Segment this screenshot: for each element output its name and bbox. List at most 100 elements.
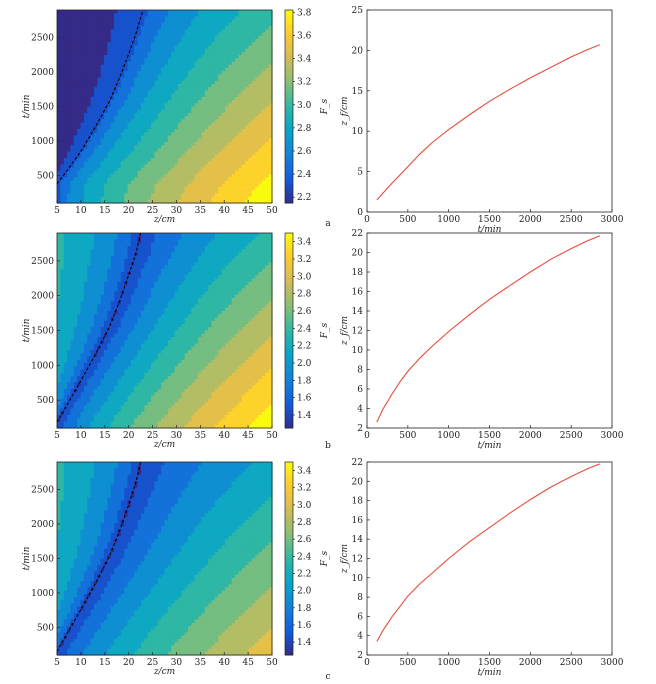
contour-cell [97, 190, 102, 194]
contour-cell [171, 148, 176, 153]
contour-cell [90, 268, 95, 273]
contour-cell [137, 77, 142, 82]
contour-cell [231, 38, 236, 43]
contour-cell [241, 22, 246, 27]
contour-cell [60, 100, 65, 104]
contour-cell [124, 167, 129, 172]
contour-cell [140, 10, 145, 14]
contour-cell [208, 35, 213, 40]
contour-cell [127, 174, 132, 178]
contour-cell [235, 71, 240, 75]
contour-cell [63, 151, 68, 156]
contour-cell [63, 246, 68, 250]
contour-cell [245, 259, 250, 263]
contour-cell [70, 26, 75, 30]
contour-cell [120, 193, 125, 198]
contour-cell [90, 180, 95, 185]
contour-cell [174, 119, 179, 124]
contour-cell [110, 116, 115, 120]
contour-cell [181, 106, 186, 111]
contour-cell [77, 74, 82, 79]
contour-cell [171, 58, 176, 63]
contour-cell [83, 233, 88, 237]
contour-cell [124, 48, 129, 53]
contour-cell [161, 58, 166, 63]
contour-cell [241, 58, 246, 63]
contour-cell [114, 167, 119, 172]
contour-cell [140, 22, 145, 27]
contour-cell [67, 196, 72, 201]
contour-cell [208, 132, 213, 137]
contour-cell [171, 61, 176, 66]
contour-cell [258, 119, 263, 124]
contour-cell [154, 38, 159, 43]
contour-cell [110, 239, 115, 244]
contour-cell [117, 106, 122, 111]
contour-cell [204, 154, 209, 159]
contour-cell [174, 132, 179, 137]
contour-cell [224, 119, 229, 124]
contour-cell [67, 109, 72, 114]
contour-cell [73, 125, 78, 130]
contour-cell [177, 138, 182, 143]
contour-cell [268, 119, 273, 124]
contour-cell [221, 259, 226, 263]
contour-cell [114, 122, 119, 127]
contour-cell [157, 83, 162, 88]
contour-cell [120, 196, 125, 201]
contour-cell [130, 167, 135, 172]
contour-cell [77, 93, 82, 98]
contour-cell [161, 148, 166, 153]
contour-cell [238, 58, 243, 63]
contour-cell [174, 16, 179, 21]
contour-cell [181, 190, 186, 194]
contour-cell [97, 100, 102, 104]
contour-cell [63, 35, 68, 40]
contour-cell [157, 10, 162, 14]
contour-cell [208, 16, 213, 21]
contour-cell [221, 93, 226, 98]
contour-cell [70, 239, 75, 244]
contour-cell [235, 83, 240, 88]
contour-cell [261, 154, 266, 159]
contour-cell [174, 74, 179, 79]
contour-cell [117, 112, 122, 117]
contour-cell [258, 151, 263, 156]
contour-cell [248, 233, 253, 237]
contour-cell [221, 58, 226, 63]
contour-cell [238, 249, 243, 254]
contour-cell [194, 242, 199, 247]
contour-cell [245, 186, 250, 191]
contour-cell [221, 32, 226, 37]
y-tick-label: 2500 [31, 34, 54, 44]
contour-cell [147, 275, 152, 280]
contour-cell [70, 38, 75, 43]
contour-cell [144, 145, 149, 149]
contour-cell [107, 26, 112, 30]
contour-cell [120, 83, 125, 88]
contour-cell [114, 132, 119, 137]
contour-cell [218, 135, 223, 140]
contour-cell [261, 129, 266, 133]
contour-cell [171, 116, 176, 120]
contour-cell [144, 161, 149, 165]
contour-cell [201, 80, 206, 85]
colorbar-segment [285, 140, 293, 146]
contour-cell [268, 26, 273, 30]
contour-cell [188, 265, 192, 270]
contour-cell [157, 242, 162, 247]
contour-cell [255, 239, 260, 244]
contour-cell [191, 236, 196, 241]
contour-cell [57, 67, 61, 72]
contour-cell [60, 51, 65, 56]
contour-cell [258, 109, 263, 114]
contour-cell [130, 64, 135, 69]
contour-cell [224, 83, 229, 88]
contour-cell [261, 16, 266, 21]
contour-cell [224, 106, 229, 111]
contour-cell [167, 233, 172, 237]
contour-cell [70, 51, 75, 56]
contour-cell [251, 93, 256, 98]
contour-cell [161, 233, 166, 237]
contour-cell [124, 90, 129, 95]
